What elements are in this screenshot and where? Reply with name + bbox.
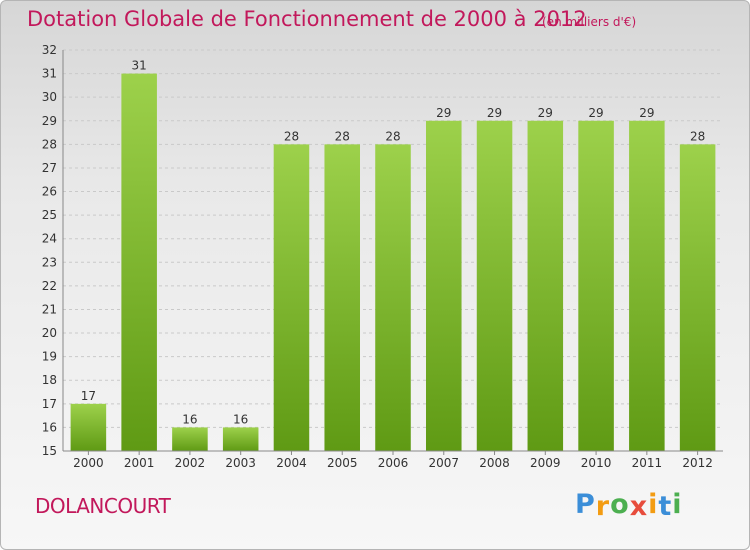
bar xyxy=(629,120,665,451)
y-tick-label: 32 xyxy=(42,43,57,57)
bar xyxy=(222,427,259,451)
y-tick-label: 19 xyxy=(42,350,57,364)
x-tick-label: 2011 xyxy=(632,456,663,470)
bar-value-label: 28 xyxy=(335,129,350,143)
y-tick-label: 29 xyxy=(42,114,57,128)
bar xyxy=(172,427,208,451)
bar xyxy=(679,144,716,451)
y-tick-label: 27 xyxy=(42,161,57,175)
y-tick-label: 16 xyxy=(42,420,57,434)
x-tick-label: 2001 xyxy=(124,456,155,470)
proxiti-logo: Proxiti xyxy=(575,489,683,522)
x-tick-label: 2007 xyxy=(428,456,459,470)
bar-value-label: 28 xyxy=(284,129,299,143)
y-tick-label: 28 xyxy=(42,137,57,151)
logo-letter: t xyxy=(658,491,673,522)
x-tick-label: 2004 xyxy=(276,456,307,470)
y-tick-label: 20 xyxy=(42,326,57,340)
y-tick-label: 15 xyxy=(42,444,57,458)
commune-name: DOLANCOURT xyxy=(35,494,171,518)
x-tick-label: 2003 xyxy=(225,456,256,470)
y-tick-label: 24 xyxy=(42,232,57,246)
y-tick-label: 25 xyxy=(42,208,57,222)
x-tick-label: 2009 xyxy=(530,456,561,470)
y-tick-label: 31 xyxy=(42,67,57,81)
y-tick-label: 30 xyxy=(42,90,57,104)
logo-letter: i xyxy=(648,489,659,520)
x-tick-label: 2005 xyxy=(327,456,358,470)
logo-letter: i xyxy=(672,489,683,520)
bar-value-label: 29 xyxy=(538,106,553,120)
bar xyxy=(70,403,107,451)
x-tick-label: 2006 xyxy=(378,456,409,470)
bar xyxy=(578,120,614,451)
bar-value-label: 31 xyxy=(132,59,147,73)
x-tick-label: 2000 xyxy=(73,456,104,470)
bar-value-label: 16 xyxy=(233,412,248,426)
y-tick-label: 17 xyxy=(42,397,57,411)
bar xyxy=(476,120,513,451)
chart-subtitle: (en milliers d'€) xyxy=(542,15,637,29)
bar-value-label: 29 xyxy=(588,106,603,120)
x-tick-label: 2010 xyxy=(581,456,612,470)
logo-letter: o xyxy=(610,489,630,520)
bar-value-label: 16 xyxy=(182,412,197,426)
y-tick-label: 22 xyxy=(42,279,57,293)
bar-value-label: 29 xyxy=(639,106,654,120)
logo-letter: x xyxy=(629,491,649,522)
x-tick-label: 2012 xyxy=(682,456,713,470)
logo-letter: r xyxy=(595,491,611,522)
bar xyxy=(324,144,360,451)
bar xyxy=(121,73,157,452)
bar-value-label: 17 xyxy=(81,389,96,403)
y-tick-label: 18 xyxy=(42,373,57,387)
bar xyxy=(273,144,310,451)
bar xyxy=(426,120,462,451)
y-tick-label: 23 xyxy=(42,255,57,269)
logo-letter: P xyxy=(575,489,596,520)
y-tick-label: 26 xyxy=(42,185,57,199)
bar xyxy=(527,120,564,451)
x-tick-label: 2002 xyxy=(175,456,206,470)
bar-value-label: 29 xyxy=(487,106,502,120)
bar-value-label: 28 xyxy=(690,129,705,143)
chart-title: Dotation Globale de Fonctionnement de 20… xyxy=(27,7,587,31)
y-tick-label: 21 xyxy=(42,302,57,316)
bar xyxy=(375,144,411,451)
bar-value-label: 28 xyxy=(385,129,400,143)
bar-value-label: 29 xyxy=(436,106,451,120)
x-tick-label: 2008 xyxy=(479,456,510,470)
